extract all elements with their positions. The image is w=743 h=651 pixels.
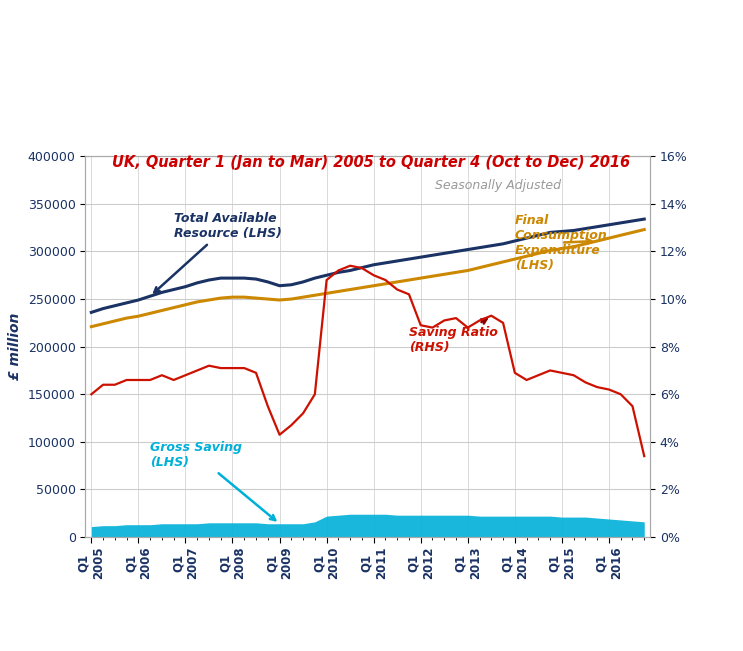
Y-axis label: £ million: £ million (8, 313, 22, 380)
Text: Total Available
Resource (LHS): Total Available Resource (LHS) (155, 212, 282, 292)
Text: Seasonally Adjusted: Seasonally Adjusted (435, 179, 561, 192)
Text: UK, Quarter 1 (Jan to Mar) 2005 to Quarter 4 (Oct to Dec) 2016: UK, Quarter 1 (Jan to Mar) 2005 to Quart… (112, 155, 631, 171)
Text: Saving Ratio
(RHS): Saving Ratio (RHS) (409, 319, 498, 354)
Text: UK final consumption expenditure, total available: UK final consumption expenditure, total … (39, 41, 704, 65)
Text: resources, gross saving and saving ratio: resources, gross saving and saving ratio (101, 92, 642, 116)
Text: Final
Consumption
Expenditure
(LHS): Final Consumption Expenditure (LHS) (515, 214, 608, 271)
Text: Gross Saving
(LHS): Gross Saving (LHS) (150, 441, 275, 520)
